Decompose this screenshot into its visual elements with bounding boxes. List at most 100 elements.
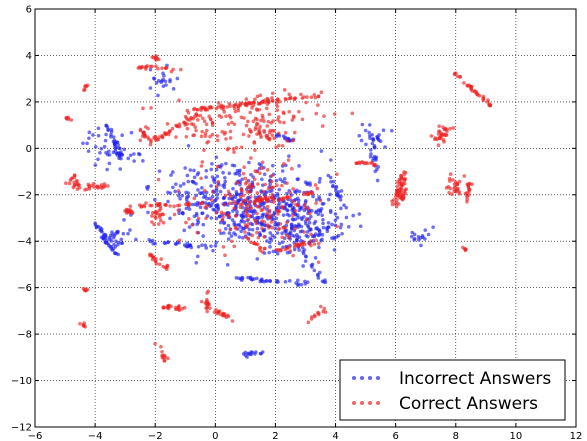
point-series-0 <box>290 234 294 238</box>
point-series-1 <box>217 114 221 118</box>
point-series-1 <box>284 248 288 252</box>
point-series-0 <box>169 173 173 177</box>
point-series-0 <box>372 139 376 143</box>
point-series-0 <box>357 134 361 138</box>
point-series-1 <box>279 249 283 253</box>
point-series-0 <box>367 131 371 135</box>
point-series-1 <box>246 218 250 222</box>
point-series-0 <box>345 216 349 220</box>
point-series-1 <box>186 118 190 122</box>
point-series-0 <box>183 243 187 247</box>
point-series-1 <box>252 141 256 145</box>
point-series-1 <box>462 174 466 178</box>
point-series-1 <box>224 137 228 141</box>
point-series-0 <box>81 141 85 145</box>
point-series-1 <box>358 162 362 166</box>
point-series-1 <box>159 219 163 223</box>
point-series-1 <box>225 105 229 109</box>
point-series-1 <box>267 187 271 191</box>
point-series-1 <box>166 122 170 126</box>
point-series-0 <box>274 227 278 231</box>
point-series-1 <box>164 203 168 207</box>
point-series-0 <box>263 172 267 176</box>
point-series-1 <box>229 227 233 231</box>
point-series-0 <box>296 213 300 217</box>
point-series-0 <box>329 158 333 162</box>
point-series-0 <box>145 185 149 189</box>
point-series-1 <box>265 212 269 216</box>
point-series-1 <box>244 177 248 181</box>
point-series-1 <box>221 215 225 219</box>
point-series-0 <box>168 78 172 82</box>
point-series-1 <box>282 111 286 115</box>
point-series-0 <box>230 234 234 238</box>
point-series-1 <box>395 198 399 202</box>
point-series-1 <box>155 202 159 206</box>
point-series-1 <box>305 218 309 222</box>
point-series-1 <box>267 113 271 117</box>
point-series-1 <box>232 245 236 249</box>
point-series-1 <box>205 122 209 126</box>
point-series-0 <box>226 263 230 267</box>
point-series-1 <box>438 136 442 140</box>
point-series-1 <box>256 197 260 201</box>
point-series-0 <box>227 237 231 241</box>
point-series-0 <box>192 169 196 173</box>
point-series-1 <box>261 160 265 164</box>
point-series-0 <box>238 235 242 239</box>
point-series-1 <box>249 130 253 134</box>
point-series-0 <box>222 231 226 235</box>
point-series-1 <box>271 226 275 230</box>
point-series-1 <box>222 203 226 207</box>
point-series-0 <box>94 163 98 167</box>
point-series-0 <box>151 239 155 243</box>
point-series-1 <box>195 108 199 112</box>
point-series-1 <box>481 99 485 103</box>
point-series-0 <box>334 219 338 223</box>
point-series-0 <box>340 232 344 236</box>
point-series-0 <box>182 182 186 186</box>
point-series-0 <box>130 131 134 135</box>
point-series-0 <box>211 195 215 199</box>
point-series-1 <box>185 109 189 113</box>
point-series-1 <box>258 171 262 175</box>
point-series-1 <box>268 209 272 213</box>
point-series-0 <box>368 123 372 127</box>
point-series-1 <box>190 223 194 227</box>
point-series-1 <box>163 131 167 135</box>
point-series-1 <box>258 94 262 98</box>
point-series-1 <box>256 191 260 195</box>
point-series-1 <box>291 187 295 191</box>
point-series-1 <box>287 158 291 162</box>
y-tick-label: 4 <box>26 51 32 62</box>
point-series-0 <box>304 259 308 263</box>
point-series-1 <box>280 205 284 209</box>
point-series-0 <box>364 129 368 133</box>
point-series-1 <box>313 242 317 246</box>
point-series-0 <box>304 255 308 259</box>
point-series-1 <box>291 214 295 218</box>
point-series-1 <box>281 144 285 148</box>
point-series-0 <box>295 239 299 243</box>
point-series-1 <box>141 107 145 111</box>
point-series-0 <box>216 175 220 179</box>
point-series-0 <box>166 240 170 244</box>
point-series-1 <box>200 130 204 134</box>
point-series-0 <box>114 146 118 150</box>
point-series-0 <box>315 226 319 230</box>
point-series-1 <box>234 214 238 218</box>
point-series-0 <box>250 210 254 214</box>
point-series-1 <box>249 206 253 210</box>
point-series-0 <box>283 177 287 181</box>
point-series-1 <box>307 321 311 325</box>
point-series-0 <box>316 274 320 278</box>
point-series-0 <box>268 245 272 249</box>
point-series-1 <box>158 262 162 266</box>
point-series-1 <box>199 176 203 180</box>
point-series-1 <box>391 203 395 207</box>
point-series-1 <box>232 199 236 203</box>
point-series-0 <box>256 216 260 220</box>
point-series-0 <box>110 230 114 234</box>
point-series-0 <box>351 214 355 218</box>
y-tick-label: −12 <box>11 423 32 434</box>
